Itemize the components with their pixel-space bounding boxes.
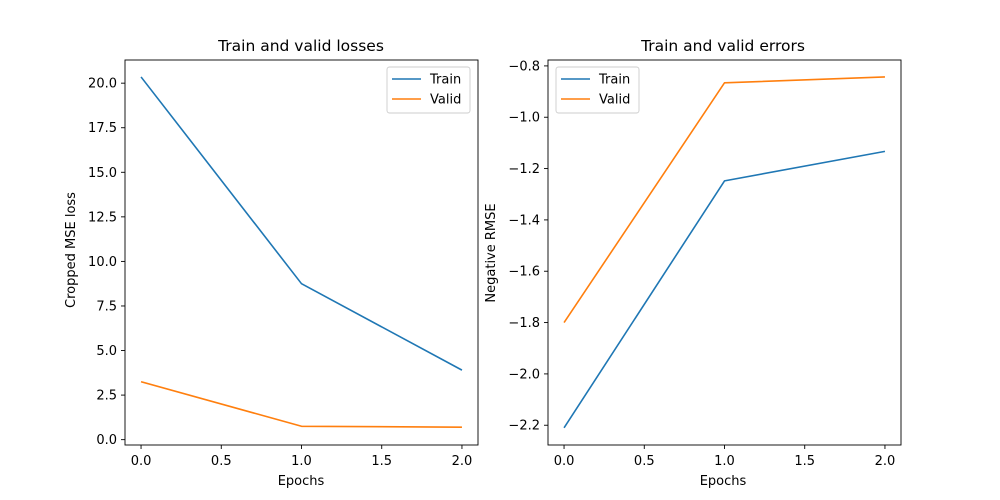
chart-losses-ytick-label: 17.5 [88, 121, 117, 136]
chart-errors-ytick-label: −2.0 [508, 367, 540, 382]
chart-losses-xtick-label: 1.5 [371, 454, 392, 469]
chart-errors-plot: 0.0 0.5 1.0 1.5 2.0 −2.2 −2.0 −1.8 −1.6 −1.4 −1.2 −… [508, 59, 902, 469]
chart-losses-ylabel: Cropped MSE loss [64, 192, 79, 308]
chart-losses-ytick-label: 20.0 [88, 77, 117, 92]
chart-losses-axes-frame [124, 59, 479, 446]
chart-losses-xlabel: Epochs [278, 474, 325, 489]
chart-errors-xlabel: Epochs [700, 474, 747, 489]
chart-errors-ytick-label: −1.4 [508, 213, 540, 228]
chart-losses-ytick-label: 0.0 [96, 433, 117, 448]
chart-losses-series-valid [140, 380, 462, 428]
chart-errors-series-valid [563, 76, 885, 324]
chart-losses-ytick-label: 2.5 [96, 389, 117, 404]
chart-errors-title: Train and valid errors [640, 37, 805, 55]
chart-errors-series-train [563, 150, 886, 429]
chart-errors-legend-label: Valid [599, 93, 630, 108]
chart-errors-axes-frame [547, 59, 902, 446]
chart-errors-ytick-label: −1.8 [508, 316, 540, 331]
chart-errors-xtick-label: 1.0 [714, 454, 735, 469]
chart-errors-ytick-label: −1.6 [508, 265, 540, 280]
chart-losses-ytick-label: 10.0 [88, 255, 117, 270]
chart-losses-xtick-label: 1.0 [291, 454, 312, 469]
chart-errors-xtick-label: 1.5 [794, 454, 815, 469]
chart-errors-ytick-label: −0.8 [508, 59, 540, 74]
chart-losses-ytick-label: 7.5 [96, 299, 117, 314]
chart-errors-xtick-label: 0.0 [554, 454, 575, 469]
chart-losses-plot: 0.0 0.5 1.0 1.5 2.0 0.0 2.5 5.0 7.5 10.0 12.5 15.0 1… [88, 59, 479, 469]
chart-losses: Train and valid losses Epochs Cropped MS… [64, 37, 479, 489]
chart-losses-ytick-label: 15.0 [88, 166, 117, 181]
chart-losses-xtick-label: 0.0 [131, 454, 152, 469]
chart-losses-legend-label: Train [429, 73, 461, 88]
chart-errors-xtick-label: 0.5 [634, 454, 655, 469]
chart-losses-legend: Train Valid [386, 66, 471, 114]
chart-losses-title: Train and valid losses [217, 37, 384, 55]
chart-losses-series-train [140, 76, 463, 371]
chart-errors-legend: Train Valid [555, 66, 640, 114]
chart-errors: Train and valid errors Epochs Negative R… [484, 37, 902, 489]
chart-losses-legend-label: Valid [430, 93, 461, 108]
chart-losses-ytick-label: 5.0 [96, 344, 117, 359]
chart-errors-ytick-label: −1.2 [508, 162, 540, 177]
chart-errors-ytick-label: −1.0 [508, 111, 540, 126]
chart-errors-legend-label: Train [598, 73, 630, 88]
chart-errors-xtick-label: 2.0 [875, 454, 896, 469]
chart-losses-ytick-label: 12.5 [88, 210, 117, 225]
chart-errors-ytick-label: −2.2 [508, 419, 540, 434]
chart-losses-xtick-label: 2.0 [452, 454, 473, 469]
chart-errors-ylabel: Negative RMSE [484, 203, 499, 302]
chart-losses-xtick-label: 0.5 [211, 454, 232, 469]
